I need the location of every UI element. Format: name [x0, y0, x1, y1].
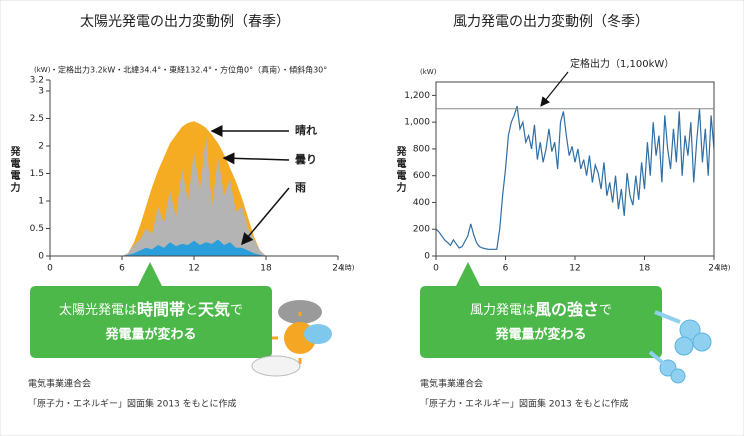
x-tick-label: 12	[569, 264, 580, 274]
x-tick-label: 18	[639, 264, 651, 274]
y-tick-label: 0.5	[30, 224, 44, 234]
y-tick-label: 0	[38, 252, 44, 262]
line	[435, 105, 715, 250]
y-tick-label: 800	[413, 144, 430, 154]
area	[122, 135, 266, 256]
callout-right: 風力発電は風の強さで 発電量が変わる	[420, 262, 662, 358]
y-tick-label: 600	[413, 171, 430, 181]
reference-label: 定格出力（1,100kW）	[570, 57, 674, 70]
y-axis-label: 発電電力	[8, 145, 21, 194]
callout-left: 太陽光発電は時間帯と天気で 発電量が変わる	[30, 262, 272, 358]
x-tick-label: 18	[260, 264, 272, 274]
x-unit: (時)	[718, 264, 731, 272]
y-unit: (kW)	[420, 68, 437, 76]
weather-icon	[251, 300, 332, 377]
callout-box	[420, 262, 662, 358]
y-tick-label: 200	[413, 225, 430, 235]
y-tick-label: 1	[38, 197, 44, 207]
x-tick-label: 24	[332, 264, 344, 274]
y-tick-label: 0	[424, 252, 430, 262]
x-tick-label: 6	[503, 264, 509, 274]
x-unit: (時)	[342, 264, 355, 272]
x-tick-label: 6	[119, 264, 125, 274]
x-tick-label: 0	[433, 264, 439, 274]
y-tick-label: 400	[413, 198, 430, 208]
callout-line: 太陽光発電は時間帯と天気で	[59, 300, 243, 319]
y-tick-label: 2	[38, 142, 44, 152]
annotation-arrow	[222, 152, 290, 165]
y-tick-label: 1,000	[404, 118, 430, 128]
chart-title: 風力発電の出力変動例（冬季）	[453, 13, 649, 30]
legend-label: 曇り	[295, 152, 317, 166]
annotation-arrow	[241, 187, 290, 246]
callout-line: 風力発電は風の強さで	[470, 300, 612, 319]
x-tick-label: 12	[188, 264, 199, 274]
callout-box	[30, 262, 272, 358]
legend-label: 雨	[295, 181, 306, 194]
source: 「原子力・エネルギー」図面集 2013 をもとに作成	[420, 398, 628, 410]
annotation-arrow	[540, 71, 569, 107]
y-tick-label: 1,200	[404, 91, 430, 101]
source: 電気事業連合会	[28, 378, 91, 390]
y-tick-label: 3	[38, 87, 44, 97]
y-axis-label: 発電電力	[394, 145, 407, 194]
wind-icon	[648, 310, 712, 384]
y-tick-label: 2.5	[30, 114, 44, 124]
chart-subtitle: ・定格出力3.2kW・北緯34.4°・東経132.4°・方位角0°（真南）・傾斜…	[50, 65, 327, 75]
y-tick-label: 1.5	[30, 169, 44, 179]
x-tick-label: 24	[708, 264, 720, 274]
area	[122, 239, 266, 256]
y-tick-label: 3.2	[30, 76, 44, 86]
x-tick-label: 0	[47, 264, 53, 274]
source: 「原子力・エネルギー」図面集 2013 をもとに作成	[28, 398, 236, 410]
source: 電気事業連合会	[420, 378, 483, 390]
chart-title: 太陽光発電の出力変動例（春季）	[80, 13, 290, 30]
y-unit: (kW)	[34, 66, 51, 74]
legend-label: 晴れ	[295, 123, 317, 137]
callout-line: 発電量が変わる	[104, 327, 196, 343]
callout-line: 発電量が変わる	[494, 327, 586, 343]
